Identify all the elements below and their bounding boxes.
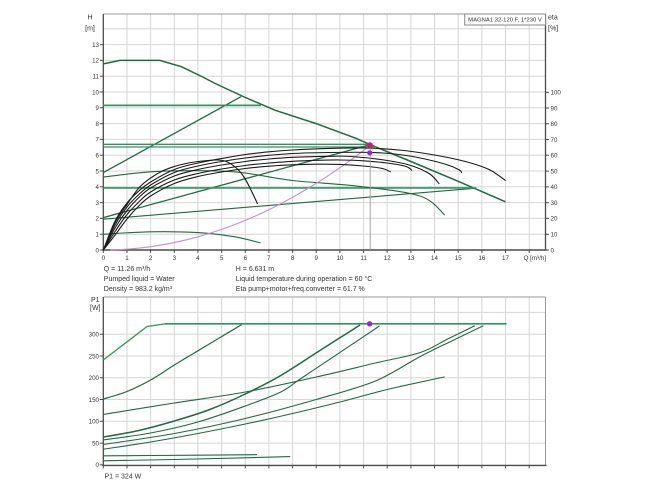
svg-text:Eta pump+motor+freq.converter: Eta pump+motor+freq.converter = 61.7 % xyxy=(236,286,365,293)
svg-text:P1: P1 xyxy=(91,297,100,304)
svg-text:12: 12 xyxy=(92,58,99,65)
svg-text:4: 4 xyxy=(196,255,200,262)
svg-text:14: 14 xyxy=(431,255,438,262)
svg-text:5: 5 xyxy=(96,168,100,175)
svg-text:Q [m³/h]: Q [m³/h] xyxy=(524,255,547,262)
svg-text:13: 13 xyxy=(92,42,99,49)
svg-text:12: 12 xyxy=(384,255,391,262)
svg-text:16: 16 xyxy=(478,255,485,262)
svg-text:100: 100 xyxy=(89,419,100,426)
svg-text:8: 8 xyxy=(96,121,100,128)
svg-text:100: 100 xyxy=(551,90,562,97)
svg-text:2: 2 xyxy=(149,255,153,262)
svg-text:1: 1 xyxy=(125,255,129,262)
svg-text:4: 4 xyxy=(96,184,100,191)
svg-text:90: 90 xyxy=(551,105,558,112)
svg-text:10: 10 xyxy=(92,89,99,96)
svg-text:6: 6 xyxy=(96,153,100,160)
svg-text:[W]: [W] xyxy=(90,305,101,312)
svg-text:3: 3 xyxy=(173,255,177,262)
svg-text:1: 1 xyxy=(96,232,100,239)
svg-text:6: 6 xyxy=(244,255,248,262)
svg-text:Liquid temperature during oper: Liquid temperature during operation = 60… xyxy=(236,275,372,283)
svg-text:11: 11 xyxy=(360,255,367,262)
svg-text:0: 0 xyxy=(96,462,100,469)
svg-text:Pumped liquid = Water: Pumped liquid = Water xyxy=(104,276,175,283)
svg-text:150: 150 xyxy=(89,397,100,404)
svg-text:H = 6.631 m: H = 6.631 m xyxy=(236,266,274,273)
svg-text:3: 3 xyxy=(96,200,100,207)
svg-text:MAGNA1 32-120 F, 1*230 V: MAGNA1 32-120 F, 1*230 V xyxy=(468,18,542,24)
svg-text:300: 300 xyxy=(89,332,100,339)
svg-text:2: 2 xyxy=(96,216,100,223)
svg-text:50: 50 xyxy=(551,168,558,175)
svg-text:60: 60 xyxy=(551,153,558,160)
svg-text:30: 30 xyxy=(551,200,558,207)
svg-text:Q = 11.26 m³/h: Q = 11.26 m³/h xyxy=(104,266,150,273)
svg-text:250: 250 xyxy=(89,353,100,360)
svg-text:0: 0 xyxy=(102,255,106,262)
svg-text:17: 17 xyxy=(502,255,509,262)
svg-text:8: 8 xyxy=(291,255,295,262)
svg-text:0: 0 xyxy=(551,247,555,254)
svg-text:50: 50 xyxy=(92,440,99,447)
svg-text:9: 9 xyxy=(314,255,318,262)
svg-text:P1 = 324 W: P1 = 324 W xyxy=(105,474,142,481)
svg-text:200: 200 xyxy=(89,375,100,382)
svg-text:[%]: [%] xyxy=(548,26,558,33)
svg-text:70: 70 xyxy=(551,137,558,144)
svg-text:20: 20 xyxy=(551,216,558,223)
svg-text:0: 0 xyxy=(96,247,100,254)
svg-text:15: 15 xyxy=(455,255,462,262)
svg-text:80: 80 xyxy=(551,121,558,128)
svg-text:40: 40 xyxy=(551,184,558,191)
svg-text:11: 11 xyxy=(93,74,100,81)
svg-text:[m]: [m] xyxy=(85,26,95,33)
svg-text:Density = 983.2 kg/m³: Density = 983.2 kg/m³ xyxy=(104,286,173,293)
svg-text:H: H xyxy=(87,15,92,22)
svg-text:10: 10 xyxy=(336,255,343,262)
svg-text:eta: eta xyxy=(548,15,558,22)
svg-text:13: 13 xyxy=(407,255,414,262)
svg-text:5: 5 xyxy=(220,255,224,262)
svg-text:7: 7 xyxy=(96,137,100,144)
svg-text:10: 10 xyxy=(551,232,558,239)
svg-text:9: 9 xyxy=(96,105,100,112)
svg-text:7: 7 xyxy=(267,255,271,262)
